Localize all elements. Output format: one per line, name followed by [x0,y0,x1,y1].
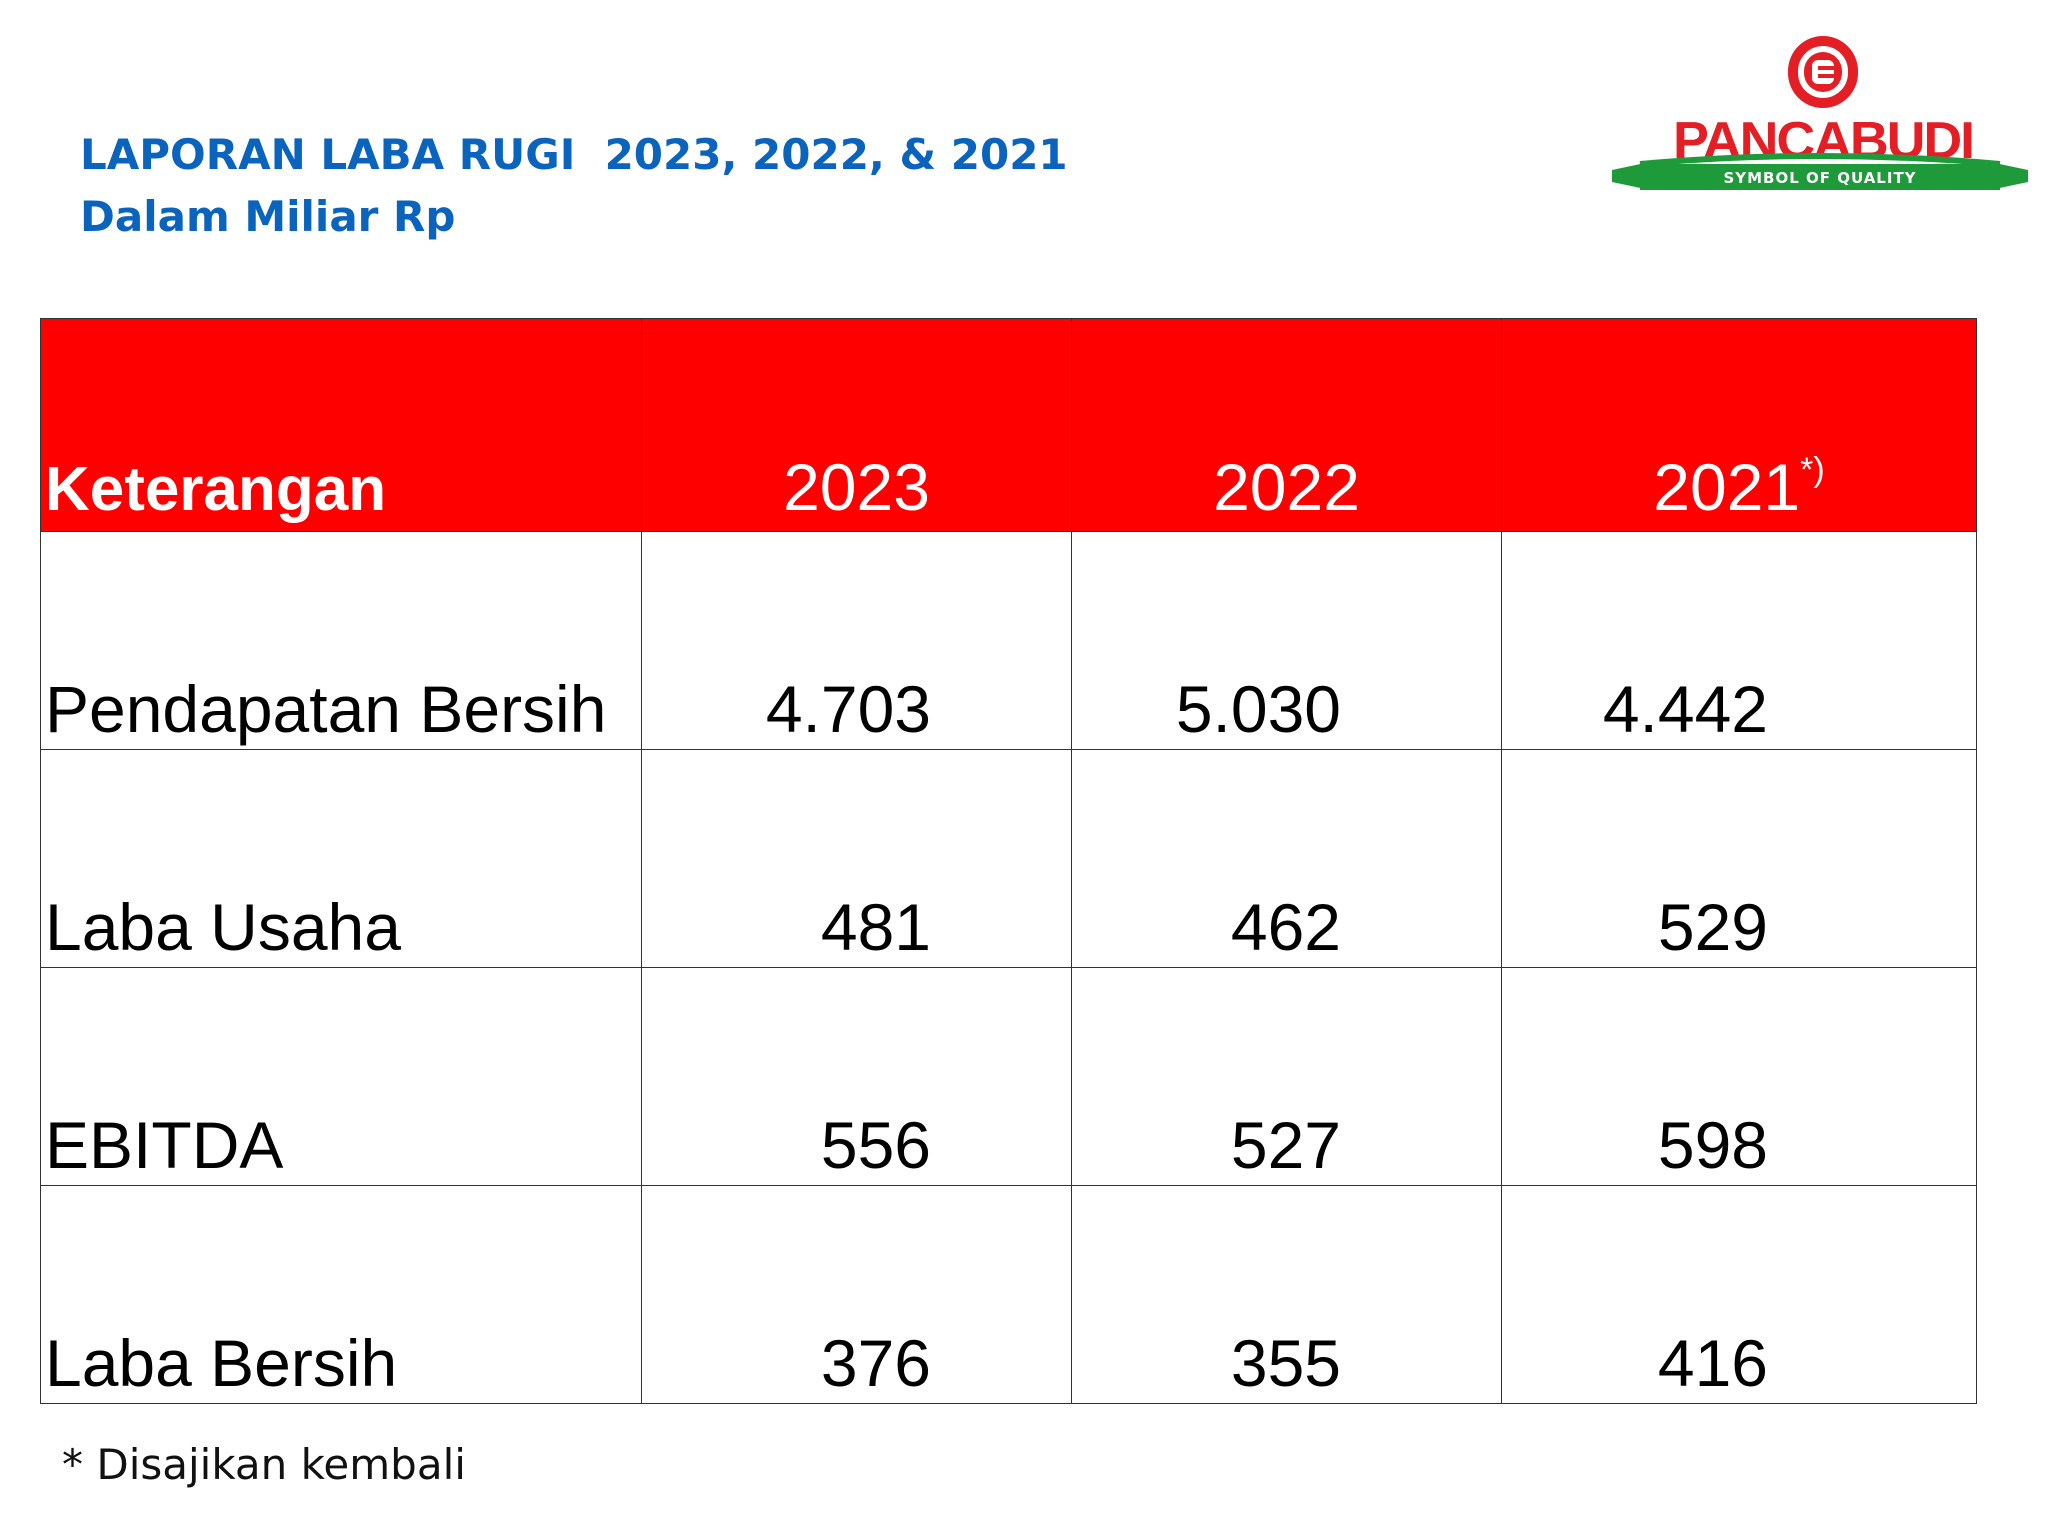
row-label-ebitda: EBITDA [40,967,642,1186]
table-row: Laba Bersih 376 355 416 [40,1185,1977,1404]
logo-ribbon [1612,153,2028,190]
cell-value: 556 [641,967,1072,1186]
table-row: Pendapatan Bersih 4.703 5.030 4.442 [40,531,1977,750]
cell-value: 5.030 [1071,531,1502,750]
page-subtitle: Dalam Miliar Rp [80,192,456,241]
cell-value: 4.703 [641,531,1072,750]
header-year-2022: 2022 [1071,318,1502,532]
page-title: LAPORAN LABA RUGI 2023, 2022, & 2021 [80,130,1068,179]
pancabudi-logo: PANCABUDI SYMBOL OF QUALITY [1612,36,2028,190]
logo-emblem-icon [1788,36,1858,108]
cell-value: 355 [1071,1185,1502,1404]
cell-value: 416 [1501,1185,1977,1404]
cell-value: 529 [1501,749,1977,968]
table-header-row: Keterangan 2023 2022 2021*) [40,318,1977,532]
cell-value: 4.442 [1501,531,1977,750]
row-label-laba-usaha: Laba Usaha [40,749,642,968]
header-year-2021-text: 2021 [1653,450,1801,524]
cell-value: 598 [1501,967,1977,1186]
table-row: Laba Usaha 481 462 529 [40,749,1977,968]
footnote-restated: * Disajikan kembali [62,1440,466,1489]
title-block: LAPORAN LABA RUGI 2023, 2022, & 2021 Dal… [80,124,1068,248]
cell-value: 376 [641,1185,1072,1404]
income-statement-table: Keterangan 2023 2022 2021*) Pendapatan B… [40,318,1977,1404]
header-year-2023: 2023 [641,318,1072,532]
restated-note-mark: *) [1800,451,1825,489]
cell-value: 481 [641,749,1072,968]
table-row: EBITDA 556 527 598 [40,967,1977,1186]
logo-tagline-text: SYMBOL OF QUALITY [1723,169,1916,187]
header-keterangan: Keterangan [40,318,642,532]
row-label-pendapatan-bersih: Pendapatan Bersih [40,531,642,750]
cell-value: 527 [1071,967,1502,1186]
row-label-laba-bersih: Laba Bersih [40,1185,642,1404]
cell-value: 462 [1071,749,1502,968]
header-year-2021: 2021*) [1501,318,1977,532]
